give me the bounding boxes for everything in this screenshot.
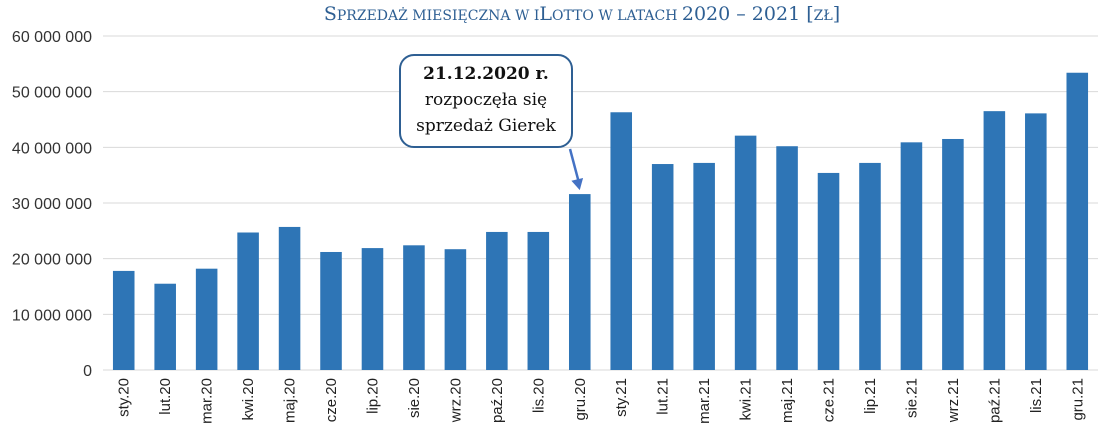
x-tick-label: lis.21 xyxy=(1028,378,1045,413)
chart-title-part: PRZEDAŻ MIESIĘCZNA W I xyxy=(337,6,539,24)
x-tick-label: kwi.21 xyxy=(738,378,755,421)
x-tick-label: sie.20 xyxy=(406,378,423,418)
bar xyxy=(568,194,591,370)
bar xyxy=(859,162,881,370)
x-tick-label: maj.21 xyxy=(779,378,796,423)
bar xyxy=(817,172,840,370)
chart-title-part: ] xyxy=(833,3,840,25)
x-tick-label: lip.20 xyxy=(364,378,381,414)
y-tick-label: 20 000 000 xyxy=(12,252,92,269)
chart-title-part: L xyxy=(539,3,552,25)
x-tick-label: wrz.21 xyxy=(945,378,962,423)
bar xyxy=(734,135,757,370)
x-tick-label: sie.21 xyxy=(903,378,920,418)
x-tick-label: gru.21 xyxy=(1069,378,1086,421)
bar xyxy=(610,112,633,370)
x-axis-ticks: sty.20 lut.20 mar.20 kwi.20 maj.20 cze.20 lip.… xyxy=(116,378,1087,424)
x-tick-label: sty.21 xyxy=(613,378,630,417)
annotation-line: sprzedaż Gierek xyxy=(416,116,556,136)
chart-title-part: 2020 – 2021 [ xyxy=(682,3,814,25)
bar xyxy=(320,251,342,370)
bar xyxy=(154,283,176,370)
bar xyxy=(942,138,964,370)
bar xyxy=(486,231,508,370)
x-tick-label: mar.21 xyxy=(696,378,713,424)
x-tick-label: gru.20 xyxy=(572,378,589,421)
y-tick-label: 60 000 000 xyxy=(12,29,92,46)
bar xyxy=(112,270,135,370)
chart-title-part: OTTO W LATACH xyxy=(552,8,682,24)
annotation-line: rozpoczęła się xyxy=(425,90,547,110)
bar xyxy=(983,111,1006,371)
y-tick-label: 30 000 000 xyxy=(12,196,92,213)
annotation-box xyxy=(399,54,573,148)
bar xyxy=(237,232,259,370)
x-tick-label: maj.20 xyxy=(282,378,299,423)
y-tick-label: 50 000 000 xyxy=(12,85,92,102)
bar xyxy=(195,268,218,370)
y-tick-label: 40 000 000 xyxy=(12,140,92,157)
x-tick-label: lut.21 xyxy=(655,378,672,415)
annotation-arrowhead xyxy=(571,178,584,191)
bar xyxy=(651,164,674,370)
x-tick-label: paź.20 xyxy=(489,378,506,423)
x-tick-label: lis.20 xyxy=(530,378,547,413)
bar xyxy=(527,231,550,370)
x-tick-label: paź.21 xyxy=(986,378,1003,423)
annotation-line: 21.12.2020 r. xyxy=(423,64,549,84)
bars xyxy=(112,72,1089,371)
y-tick-label: 10 000 000 xyxy=(12,307,92,324)
x-tick-label: mar.20 xyxy=(199,378,216,424)
bar xyxy=(403,245,425,370)
bar xyxy=(776,146,798,370)
chart-title-part: S xyxy=(324,3,337,25)
bar xyxy=(900,142,923,370)
chart-title-part: ZŁ xyxy=(814,8,834,24)
grid-lines xyxy=(103,35,1098,371)
x-tick-label: wrz.20 xyxy=(447,378,464,423)
bar xyxy=(1025,113,1047,371)
annotation-arrow xyxy=(568,148,580,183)
y-axis-ticks: 0 10 000 000 20 000 000 30 000 000 40 000 00… xyxy=(12,29,92,380)
bar xyxy=(444,249,467,370)
x-tick-label: cze.21 xyxy=(821,378,838,422)
chart-title: SPRZEDAŻ MIESIĘCZNA W ILOTTO W LATACH 20… xyxy=(324,3,840,25)
bar xyxy=(693,162,715,370)
x-tick-label: sty.20 xyxy=(116,378,133,417)
bar xyxy=(278,226,301,370)
x-tick-label: lip.21 xyxy=(862,378,879,414)
bar xyxy=(1066,72,1089,371)
x-tick-label: lut.20 xyxy=(157,378,174,415)
annotation: 21.12.2020 r. rozpoczęła się sprzedaż Gier… xyxy=(399,54,584,191)
x-tick-label: cze.20 xyxy=(323,378,340,422)
y-tick-label: 0 xyxy=(83,363,92,380)
bar xyxy=(361,248,384,370)
x-tick-label: kwi.20 xyxy=(240,378,257,421)
